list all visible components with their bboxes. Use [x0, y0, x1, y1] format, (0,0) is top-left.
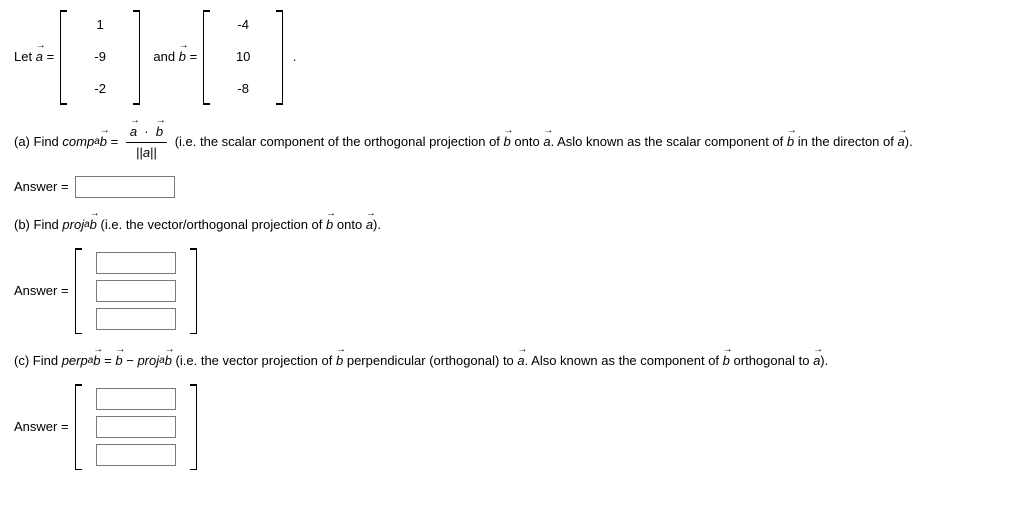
and-label: and [153, 48, 175, 66]
answer-b-1[interactable] [96, 280, 176, 302]
proj-term: proj [62, 216, 84, 234]
answer-a-input[interactable] [75, 176, 175, 198]
intro-period: . [293, 48, 297, 66]
answer-c-label: Answer = [14, 418, 69, 436]
vector-a: 1 -9 -2 [60, 10, 140, 105]
answer-b-2[interactable] [96, 308, 176, 330]
vec-a-symbol: →a [36, 48, 43, 66]
perp-term: perp [62, 352, 88, 370]
vec-a-2: -2 [89, 80, 111, 98]
intro-row: Let →a = 1 -9 -2 and →b = -4 10 -8 . [14, 10, 1010, 105]
equals-2: = [190, 48, 198, 66]
comp-term: comp [62, 133, 94, 151]
answer-c-vector [75, 384, 197, 470]
part-b-label: (b) Find [14, 216, 59, 234]
answer-b-vector [75, 248, 197, 334]
answer-b-label: Answer = [14, 282, 69, 300]
part-a-desc: (i.e. the scalar component of the orthog… [175, 133, 500, 151]
part-b-answer-row: Answer = [14, 248, 1010, 334]
part-c-desc: (i.e. the vector projection of [176, 352, 333, 370]
equals-1: = [47, 48, 55, 66]
answer-b-0[interactable] [96, 252, 176, 274]
answer-a-label: Answer = [14, 178, 69, 196]
answer-c-2[interactable] [96, 444, 176, 466]
let-label: Let [14, 48, 32, 66]
vec-a-0: 1 [89, 16, 111, 34]
part-b-desc: (i.e. the vector/orthogonal projection o… [101, 216, 323, 234]
part-a: (a) Find compa →b = →a · →b ||a|| (i.e. … [14, 123, 1010, 162]
part-a-answer-row: Answer = [14, 176, 1010, 198]
part-b: (b) Find proja →b (i.e. the vector/ortho… [14, 216, 1010, 234]
part-c: (c) Find perpa →b = →b − proja →b (i.e. … [14, 352, 1010, 370]
vec-b-symbol: →b [179, 48, 186, 66]
comp-b: →b [100, 133, 107, 151]
vec-b-1: 10 [232, 48, 254, 66]
vec-a-1: -9 [89, 48, 111, 66]
part-c-answer-row: Answer = [14, 384, 1010, 470]
part-a-label: (a) Find [14, 133, 59, 151]
vector-b: -4 10 -8 [203, 10, 283, 105]
comp-fraction: →a · →b ||a|| [126, 123, 167, 162]
answer-c-0[interactable] [96, 388, 176, 410]
answer-c-1[interactable] [96, 416, 176, 438]
part-c-label: (c) Find [14, 352, 58, 370]
vec-b-0: -4 [232, 16, 254, 34]
vec-b-2: -8 [232, 80, 254, 98]
